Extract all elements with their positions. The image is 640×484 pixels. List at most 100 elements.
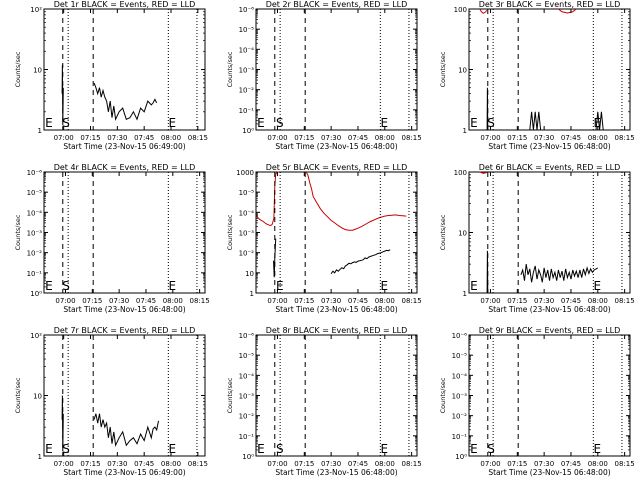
y-axis-label: Counts/sec: [439, 51, 447, 87]
y-tick-label: 10⁻³: [239, 230, 255, 238]
y-axis-label: Counts/sec: [14, 377, 22, 413]
x-tick-label: 07:15: [294, 134, 314, 142]
y-tick-label: 10⁻²: [452, 413, 468, 421]
panel-title: Det 8r BLACK = Events, RED = LLD: [266, 326, 408, 335]
x-tick-label: 07:45: [561, 460, 581, 468]
x-tick-label: 08:00: [161, 460, 181, 468]
y-tick-label: 10⁻⁵: [452, 352, 468, 360]
x-tick-label: 07:45: [348, 297, 368, 305]
event-marker: E: [45, 116, 53, 130]
x-tick-label: 07:00: [480, 134, 500, 142]
event-marker: S: [276, 442, 284, 456]
panel-det-5: Det 5r BLACK = Events, RED = LLD E E 1 10 10⁻…: [226, 163, 422, 314]
panel-title: Det 7r BLACK = Events, RED = LLD: [54, 326, 196, 335]
y-tick-label: 10⁻¹: [452, 433, 468, 441]
x-tick-label: 08:15: [402, 297, 422, 305]
y-tick-label: 10⁻³: [452, 393, 468, 401]
x-tick-label: 08:00: [163, 297, 183, 305]
x-tick-label: 07:45: [561, 134, 581, 142]
x-tick-label: 08:15: [190, 297, 210, 305]
y-tick-label: 1: [463, 127, 467, 135]
series-events: [61, 395, 64, 452]
x-axis-label: Start Time (23-Nov-15 06:48:00): [275, 305, 397, 314]
y-tick-label: 10²: [30, 332, 42, 340]
y-tick-label: 100: [454, 6, 467, 14]
event-marker: E: [45, 442, 53, 456]
y-axis-label: Counts/sec: [14, 214, 22, 250]
y-tick-label: 10⁻¹: [239, 433, 255, 441]
panel-title: Det 6r BLACK = Events, RED = LLD: [479, 163, 621, 172]
event-marker: E: [169, 279, 177, 293]
y-tick-label: 10⁻⁵: [239, 352, 255, 360]
x-tick-label: 07:30: [534, 134, 554, 142]
event-marker: E: [381, 442, 389, 456]
event-marker: E: [257, 116, 265, 130]
y-axis-label: Counts/sec: [439, 214, 447, 250]
y-tick-label: 10⁻⁶: [239, 6, 255, 14]
event-marker: S: [487, 442, 495, 456]
y-tick-label: 10: [458, 67, 467, 75]
x-tick-label: 07:30: [107, 460, 127, 468]
x-tick-label: 08:15: [188, 460, 208, 468]
y-tick-label: 10⁻⁴: [27, 209, 43, 217]
y-tick-label: 10⁻³: [239, 393, 255, 401]
y-tick-label: 10⁻⁴: [452, 372, 468, 380]
y-tick-label: 10: [458, 230, 467, 238]
x-tick-label: 08:15: [402, 134, 422, 142]
y-tick-label: 1000: [236, 169, 254, 177]
y-tick-label: 10²: [30, 6, 42, 14]
x-tick-label: 08:15: [615, 297, 635, 305]
y-tick-label: 10⁻⁵: [239, 26, 255, 34]
event-marker: S: [62, 279, 70, 293]
y-tick-label: 10: [33, 393, 42, 401]
series-events: [273, 238, 277, 278]
x-tick-label: 07:00: [267, 460, 287, 468]
x-axis-label: Start Time (23-Nov-15 06:48:00): [488, 305, 610, 314]
panel-title: Det 3r BLACK = Events, RED = LLD: [479, 0, 621, 9]
y-tick-label: 10⁻⁵: [27, 189, 43, 197]
y-axis-label: Counts/sec: [439, 377, 447, 413]
x-tick-label: 07:45: [134, 134, 154, 142]
event-marker: E: [594, 442, 602, 456]
panel-title: Det 4r BLACK = Events, RED = LLD: [54, 163, 196, 172]
x-tick-label: 07:15: [82, 297, 102, 305]
y-tick-label: 10⁻⁵: [239, 189, 255, 197]
series-events: [595, 111, 604, 131]
event-marker: E: [594, 279, 602, 293]
x-tick-label: 07:15: [507, 134, 527, 142]
event-marker: E: [381, 279, 389, 293]
panel-title: Det 1r BLACK = Events, RED = LLD: [54, 0, 196, 9]
y-axis-label: Counts/sec: [226, 51, 234, 87]
x-tick-label: 07:45: [134, 460, 154, 468]
y-tick-label: 10⁻⁶: [239, 332, 255, 340]
event-marker: E: [470, 279, 478, 293]
x-axis-label: Start Time (23-Nov-15 06:48:00): [275, 468, 397, 477]
x-axis-label: Start Time (23-Nov-15 06:48:00): [275, 142, 397, 151]
y-tick-label: 10⁰: [242, 453, 254, 461]
event-marker: E: [169, 116, 177, 130]
y-tick-label: 10: [245, 270, 254, 278]
x-tick-label: 07:45: [348, 460, 368, 468]
y-tick-label: 10⁻⁴: [239, 46, 255, 54]
y-tick-label: 10⁰: [455, 453, 467, 461]
series-events: [330, 249, 391, 275]
y-tick-label: 10⁻¹: [27, 270, 43, 278]
y-tick-label: 10⁻²: [239, 413, 255, 421]
x-tick-label: 07:00: [480, 297, 500, 305]
panel-title: Det 5r BLACK = Events, RED = LLD: [266, 163, 408, 172]
series-lld: [255, 171, 280, 227]
event-marker: S: [62, 442, 70, 456]
x-tick-label: 07:30: [321, 460, 341, 468]
event-marker: E: [381, 116, 389, 130]
x-axis-label: Start Time (23-Nov-15 06:48:00): [63, 305, 185, 314]
x-tick-label: 07:45: [136, 297, 156, 305]
y-axis-label: Counts/sec: [226, 214, 234, 250]
y-tick-label: 1: [463, 290, 467, 298]
panel-title: Det 9r BLACK = Events, RED = LLD: [479, 326, 621, 335]
